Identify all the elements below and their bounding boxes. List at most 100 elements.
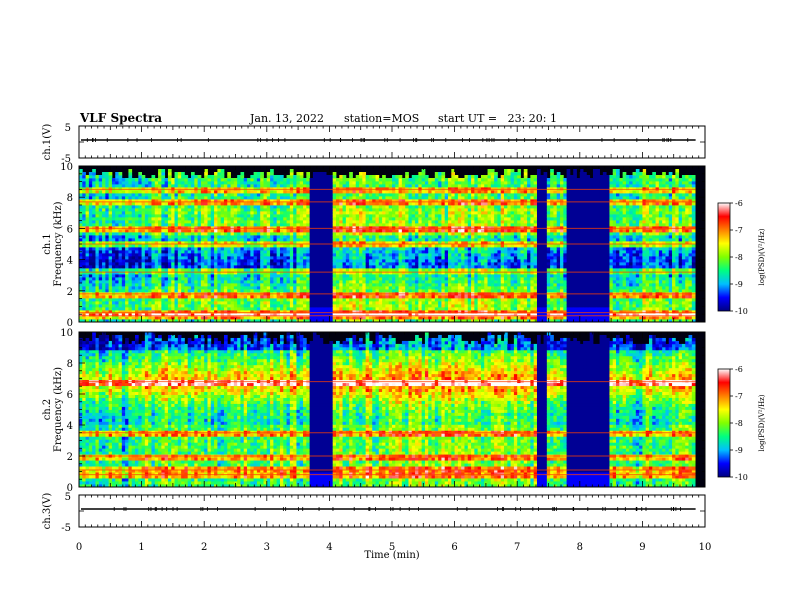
- spectrogram-cell: [319, 229, 324, 233]
- spectrogram-cell: [184, 199, 189, 203]
- spectrogram-cell: [335, 259, 340, 263]
- spectrogram-cell: [326, 181, 330, 185]
- spectrogram-cell: [375, 187, 380, 191]
- spectrogram-cell: [105, 175, 110, 179]
- spectrogram-cell: [316, 202, 320, 206]
- spectrogram-cell: [164, 274, 169, 278]
- spectrogram-cell: [342, 241, 347, 245]
- spectrogram-cell: [405, 190, 409, 194]
- spectrogram-cell: [144, 301, 149, 305]
- spectrogram-cell: [167, 313, 172, 317]
- spectrogram-cell: [200, 304, 205, 308]
- spectrogram-cell: [187, 193, 192, 197]
- spectrogram-cell: [207, 313, 212, 317]
- spectrogram-cell: [332, 241, 337, 245]
- spectrogram-cell: [227, 247, 231, 251]
- spectrogram-cell: [191, 184, 195, 188]
- spectrogram-cell: [256, 313, 261, 317]
- spectrogram-cell: [161, 169, 166, 173]
- spectrogram-cell: [362, 247, 367, 251]
- spectrogram-cell: [270, 223, 274, 227]
- spectrogram-cell: [217, 265, 222, 269]
- spectrogram-cell: [375, 277, 380, 281]
- spectrogram-cell: [256, 196, 261, 200]
- spectrogram-cell: [293, 193, 297, 197]
- spectrogram-cell: [210, 301, 215, 305]
- spectrogram-cell: [266, 304, 271, 308]
- spectrogram-cell: [329, 235, 334, 239]
- spectrogram-cell: [332, 304, 337, 308]
- spectrogram-cell: [273, 241, 278, 245]
- spectrogram-cell: [309, 250, 314, 254]
- spectrogram-cell: [204, 283, 208, 287]
- spectrogram-cell: [289, 244, 294, 248]
- spectrogram-cell: [359, 232, 363, 236]
- spectrogram-cell: [266, 190, 271, 194]
- spectrogram-cell: [306, 280, 311, 284]
- spectrogram-cell: [398, 319, 403, 323]
- spectrogram-cell: [85, 220, 90, 224]
- spectrogram-cell: [177, 259, 182, 263]
- spectrogram-cell: [98, 175, 103, 179]
- spectrogram-cell: [392, 286, 396, 290]
- spectrogram-cell: [184, 313, 189, 317]
- spectrogram-cell: [273, 223, 278, 227]
- spectrogram-cell: [118, 226, 123, 230]
- spectrogram-cell: [171, 229, 175, 233]
- spectrogram-cell: [382, 313, 386, 317]
- spectrogram-cell: [306, 253, 311, 257]
- spectrogram-cell: [164, 286, 169, 290]
- spectrogram-cell: [359, 262, 363, 266]
- spectrogram-cell: [319, 184, 324, 188]
- spectrogram-cell: [115, 295, 119, 299]
- spectrogram-cell: [335, 184, 340, 188]
- spectrogram-cell: [250, 199, 255, 203]
- spectrogram-cell: [135, 280, 139, 284]
- spectrogram-cell: [148, 184, 152, 188]
- spectrogram-cell: [309, 256, 314, 260]
- spectrogram-cell: [207, 199, 212, 203]
- spectrogram-cell: [326, 313, 330, 317]
- spectrogram-cell: [174, 241, 179, 245]
- spectrogram-cell: [181, 205, 185, 209]
- spectrogram-cell: [309, 298, 314, 302]
- spectrogram-cell: [279, 211, 284, 215]
- spectrogram-cell: [355, 199, 360, 203]
- spectrogram-cell: [279, 256, 284, 260]
- spectrogram-cell: [256, 271, 261, 275]
- spectrogram-cell: [158, 259, 162, 263]
- spectrogram-cell: [131, 298, 136, 302]
- spectrogram-cell: [388, 301, 393, 305]
- spectrogram-cell: [194, 229, 199, 233]
- spectrogram-cell: [167, 310, 172, 314]
- spectrogram-cell: [164, 256, 169, 260]
- spectrogram-cell: [125, 193, 129, 197]
- spectrogram-cell: [88, 283, 93, 287]
- spectrogram-cell: [378, 286, 383, 290]
- spectrogram-cell: [312, 229, 317, 233]
- spectrogram-cell: [141, 196, 146, 200]
- spectrogram-cell: [82, 250, 86, 254]
- spectrogram-cell: [378, 274, 383, 278]
- spectrogram-cell: [233, 184, 238, 188]
- spectrogram-cell: [401, 265, 406, 269]
- spectrogram-cell: [154, 310, 159, 314]
- spectrogram-cell: [260, 286, 264, 290]
- spectrogram-cell: [115, 205, 119, 209]
- spectrogram-cell: [131, 295, 136, 299]
- spectrogram-cell: [405, 319, 409, 323]
- spectrogram-cell: [250, 175, 255, 179]
- spectrogram-cell: [401, 220, 406, 224]
- spectrogram-cell: [382, 211, 386, 215]
- spectrogram-cell: [105, 196, 110, 200]
- spectrogram-cell: [368, 298, 373, 302]
- spectrogram-cell: [279, 202, 284, 206]
- spectrogram-cell: [309, 277, 314, 281]
- spectrogram-cell: [217, 229, 222, 233]
- spectrogram-cell: [342, 226, 347, 230]
- spectrogram-cell: [312, 259, 317, 263]
- spectrogram-cell: [174, 175, 179, 179]
- spectrogram-cell: [316, 253, 320, 257]
- spectrogram-cell: [289, 226, 294, 230]
- spectrogram-cell: [276, 190, 281, 194]
